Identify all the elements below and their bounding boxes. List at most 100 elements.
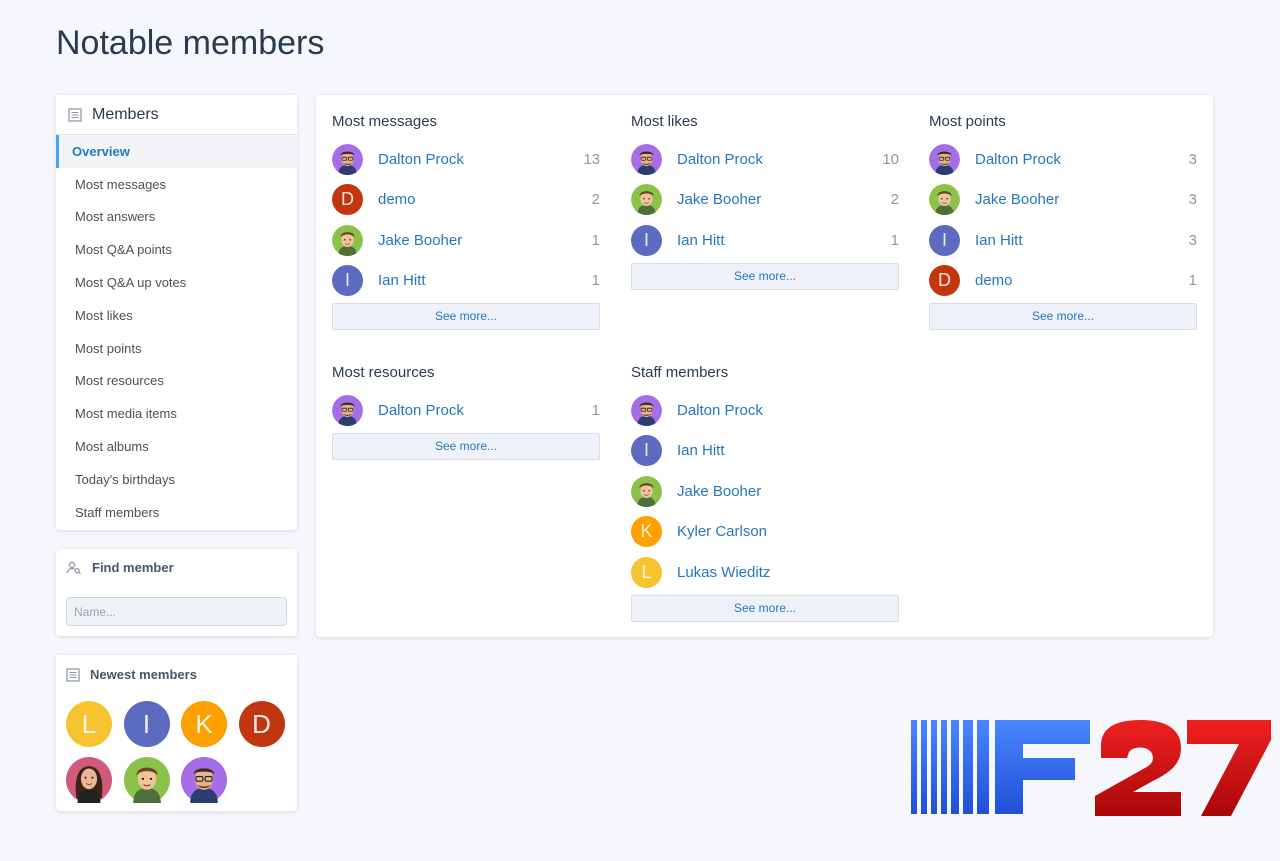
member-avatar[interactable]	[631, 475, 662, 507]
member-name-link[interactable]: Jake Booher	[677, 191, 762, 209]
sidebar-item-label: Most media items	[75, 406, 177, 422]
newest-member-avatar[interactable]: K	[181, 701, 227, 747]
member-row: Jake Booher 2	[631, 180, 899, 221]
newest-member-avatar[interactable]: D	[238, 701, 285, 747]
see-more-button[interactable]: See more...	[332, 303, 600, 330]
member-name-link[interactable]: Ian Hitt	[677, 231, 725, 249]
sidebar-item-label: Most messages	[75, 176, 167, 192]
newest-member-avatar[interactable]: I	[123, 701, 170, 747]
most-resources-section: Most resources Dalton Prock 1 See more...	[332, 364, 600, 460]
member-avatar[interactable]	[631, 394, 662, 426]
sidebar-item-most-resources[interactable]: Most resources	[56, 365, 297, 398]
sidebar-item-most-likes[interactable]: Most likes	[56, 299, 297, 332]
newest-member-avatar[interactable]: L	[66, 701, 112, 747]
see-more-button[interactable]: See more...	[332, 432, 600, 460]
sidebar-item-label: Most answers	[75, 209, 156, 225]
member-name-link[interactable]: Dalton Prock	[677, 401, 763, 419]
member-count: 1	[591, 231, 600, 249]
sidebar-item-label: Most points	[75, 340, 142, 356]
member-avatar[interactable]	[332, 143, 363, 175]
member-avatar[interactable]: I	[631, 224, 662, 256]
member-count: 1	[1188, 272, 1197, 290]
member-name-link[interactable]: Dalton Prock	[378, 401, 464, 419]
section-title[interactable]: Most points	[929, 113, 1006, 130]
member-row: Dalton Prock	[631, 390, 899, 431]
member-count: 3	[1188, 150, 1197, 168]
sidebar-item-most-messages[interactable]: Most messages	[56, 168, 297, 201]
member-name-link[interactable]: demo	[378, 191, 416, 209]
member-count: 2	[591, 191, 600, 209]
member-count: 1	[591, 401, 600, 419]
sidebar-item-today-s-birthdays[interactable]: Today's birthdays	[56, 463, 297, 496]
section-title[interactable]: Most resources	[332, 364, 435, 381]
sidebar-item-most-points[interactable]: Most points	[56, 332, 297, 365]
sidebar-item-label: Overview	[72, 143, 130, 159]
f27-watermark-logo	[911, 720, 1271, 816]
sidebar-item-most-answers[interactable]: Most answers	[56, 201, 297, 234]
members-nav-header: Members	[56, 95, 297, 135]
member-count: 13	[583, 150, 600, 168]
member-count: 1	[890, 231, 899, 249]
member-name-link[interactable]: Kyler Carlson	[677, 523, 768, 541]
member-name-link[interactable]: Jake Booher	[378, 231, 463, 249]
member-avatar[interactable]: I	[332, 265, 363, 297]
sidebar-item-label: Staff members	[75, 504, 160, 520]
section-title[interactable]: Staff members	[631, 364, 729, 381]
member-avatar[interactable]	[929, 184, 960, 216]
find-member-block: Find member	[56, 549, 297, 636]
member-avatar[interactable]: K	[631, 516, 662, 548]
member-name-input[interactable]	[66, 597, 287, 626]
list-icon	[68, 107, 82, 122]
member-name-link[interactable]: Jake Booher	[677, 482, 762, 500]
sidebar-item-overview[interactable]: Overview	[56, 135, 297, 168]
staff-members-section: Staff members Dalton Prock I Ian Hitt Jake B…	[631, 364, 899, 622]
section-title[interactable]: Most messages	[332, 113, 438, 130]
sidebar-item-most-media-items[interactable]: Most media items	[56, 397, 297, 430]
member-avatar[interactable]: I	[929, 224, 960, 256]
most-likes-section: Most likes Dalton Prock 10 Jake Booher 2 I Ian…	[631, 113, 899, 290]
member-name-link[interactable]: demo	[975, 272, 1013, 290]
member-name-link[interactable]: Lukas Wieditz	[677, 563, 771, 581]
member-avatar[interactable]	[631, 143, 662, 175]
member-count: 10	[882, 150, 899, 168]
member-avatar[interactable]	[631, 184, 662, 216]
newest-member-avatar[interactable]	[66, 757, 112, 803]
sidebar-item-label: Most albums	[75, 439, 149, 455]
page-title: Notable members	[56, 24, 325, 62]
member-avatar[interactable]: L	[631, 556, 662, 588]
sidebar-item-staff-members[interactable]: Staff members	[56, 496, 297, 529]
member-avatar[interactable]	[332, 224, 363, 256]
member-name-link[interactable]: Ian Hitt	[677, 442, 725, 460]
member-name-link[interactable]: Dalton Prock	[677, 150, 763, 168]
newest-member-avatar[interactable]	[123, 757, 170, 803]
member-row: L Lukas Wieditz	[631, 552, 899, 593]
member-avatar[interactable]: I	[631, 435, 662, 467]
member-avatar[interactable]	[929, 143, 960, 175]
newest-members-title: Newest members	[90, 667, 197, 682]
member-count: 1	[591, 272, 600, 290]
member-avatar[interactable]: D	[929, 265, 960, 297]
member-name-link[interactable]: Dalton Prock	[975, 150, 1061, 168]
member-name-link[interactable]: Ian Hitt	[378, 272, 426, 290]
member-name-link[interactable]: Jake Booher	[975, 191, 1060, 209]
member-row: Dalton Prock 10	[631, 139, 899, 180]
member-row: Jake Booher	[631, 471, 899, 512]
newest-member-avatar[interactable]	[181, 757, 227, 803]
member-count: 3	[1188, 191, 1197, 209]
member-name-link[interactable]: Dalton Prock	[378, 150, 464, 168]
member-avatar[interactable]: D	[332, 184, 363, 216]
sidebar-item-label: Most Q&A up votes	[75, 275, 187, 291]
member-avatar[interactable]	[332, 394, 363, 426]
member-name-link[interactable]: Ian Hitt	[975, 231, 1023, 249]
see-more-button[interactable]: See more...	[631, 594, 899, 622]
sidebar-item-most-q-a-up-votes[interactable]: Most Q&A up votes	[56, 266, 297, 299]
see-more-button[interactable]: See more...	[929, 303, 1197, 330]
sidebar-item-most-q-a-points[interactable]: Most Q&A points	[56, 233, 297, 266]
members-nav-title: Members	[92, 105, 159, 123]
sidebar-item-most-albums[interactable]: Most albums	[56, 430, 297, 463]
section-title[interactable]: Most likes	[631, 113, 698, 130]
see-more-button[interactable]: See more...	[631, 262, 899, 290]
